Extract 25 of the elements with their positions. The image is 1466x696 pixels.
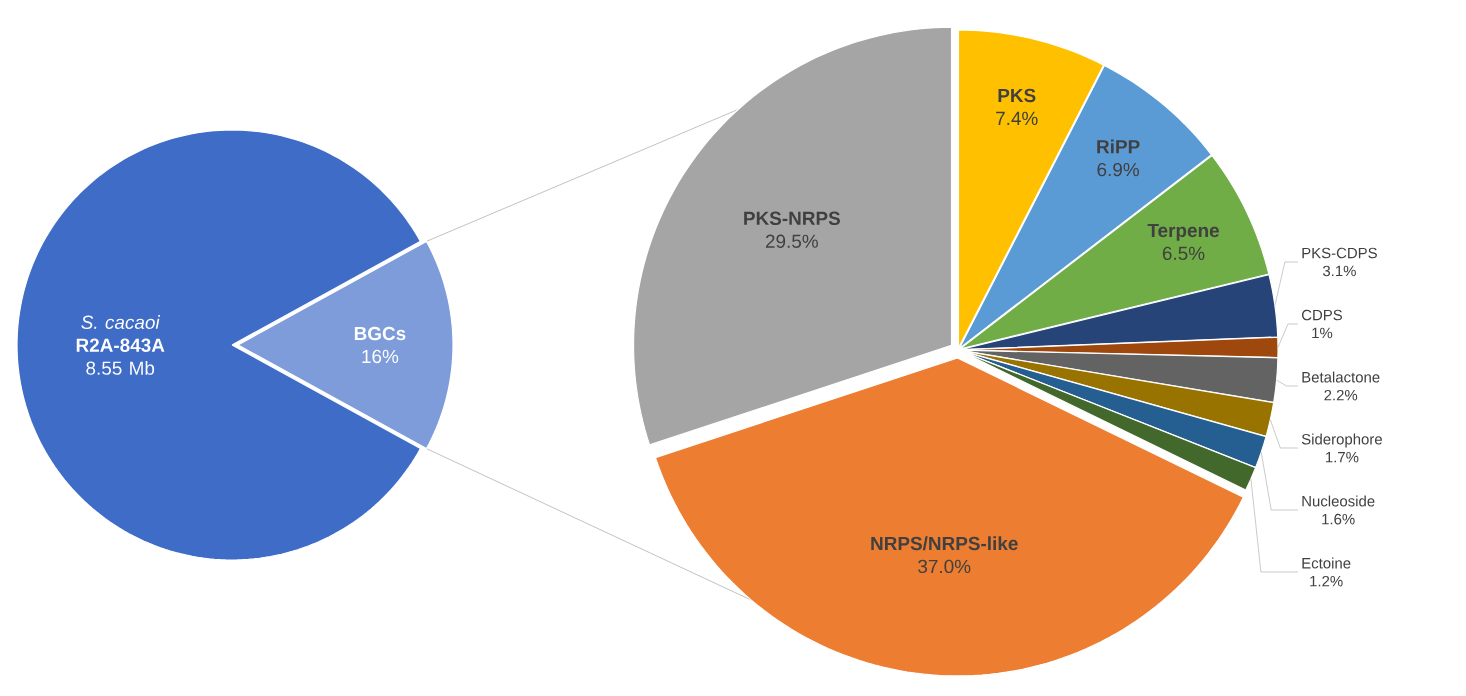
data-label: 1.6% <box>1322 513 1355 525</box>
data-label: 2.2% <box>1324 389 1358 401</box>
slice-label: Terpene <box>1147 223 1219 241</box>
data-label: 6.9% <box>1097 162 1140 177</box>
slice-label: BGCs <box>354 326 406 341</box>
data-label: 3.1% <box>1322 265 1356 277</box>
data-label: 7.4% <box>996 111 1038 125</box>
data-label: 16% <box>362 349 399 364</box>
slice-label: RiPP <box>1097 139 1140 154</box>
slice-label: PKS-CDPS <box>1302 247 1377 259</box>
slice-label: PKS-NRPS <box>744 211 840 226</box>
slice-label: Nucleoside <box>1302 495 1375 507</box>
data-label: 1.7% <box>1326 451 1359 463</box>
slice-label: NRPS/NRPS-like <box>871 536 1018 551</box>
slice-label: PKS <box>998 88 1036 103</box>
data-label: 37.0% <box>918 559 971 574</box>
slice-label: CDPS <box>1301 309 1343 321</box>
slice-label: Ectoine <box>1302 557 1351 569</box>
data-label: 29.5% <box>765 234 818 248</box>
slice-label: S. cacaoi R2A-843A 8.55 Mb <box>76 315 165 375</box>
slice-label: Siderophore <box>1301 433 1382 448</box>
data-label: 1% <box>1312 327 1333 339</box>
data-label: 6.5% <box>1162 246 1205 261</box>
data-label: 1.2% <box>1310 575 1343 587</box>
slice-label: Betalactone <box>1302 371 1380 383</box>
